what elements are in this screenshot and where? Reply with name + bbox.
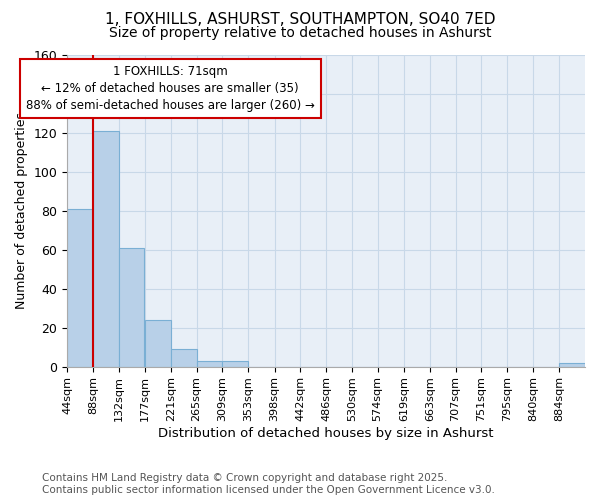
- Bar: [559, 362, 585, 366]
- Bar: [145, 320, 171, 366]
- Bar: [119, 248, 145, 366]
- Bar: [67, 209, 93, 366]
- Bar: [171, 349, 197, 366]
- Bar: [93, 131, 119, 366]
- Bar: [223, 361, 248, 366]
- Text: Size of property relative to detached houses in Ashurst: Size of property relative to detached ho…: [109, 26, 491, 40]
- Text: Contains HM Land Registry data © Crown copyright and database right 2025.
Contai: Contains HM Land Registry data © Crown c…: [42, 474, 495, 495]
- Bar: [197, 361, 223, 366]
- Y-axis label: Number of detached properties: Number of detached properties: [15, 112, 28, 310]
- Text: 1, FOXHILLS, ASHURST, SOUTHAMPTON, SO40 7ED: 1, FOXHILLS, ASHURST, SOUTHAMPTON, SO40 …: [105, 12, 495, 28]
- X-axis label: Distribution of detached houses by size in Ashurst: Distribution of detached houses by size …: [158, 427, 494, 440]
- Text: 1 FOXHILLS: 71sqm
← 12% of detached houses are smaller (35)
88% of semi-detached: 1 FOXHILLS: 71sqm ← 12% of detached hous…: [26, 64, 314, 112]
